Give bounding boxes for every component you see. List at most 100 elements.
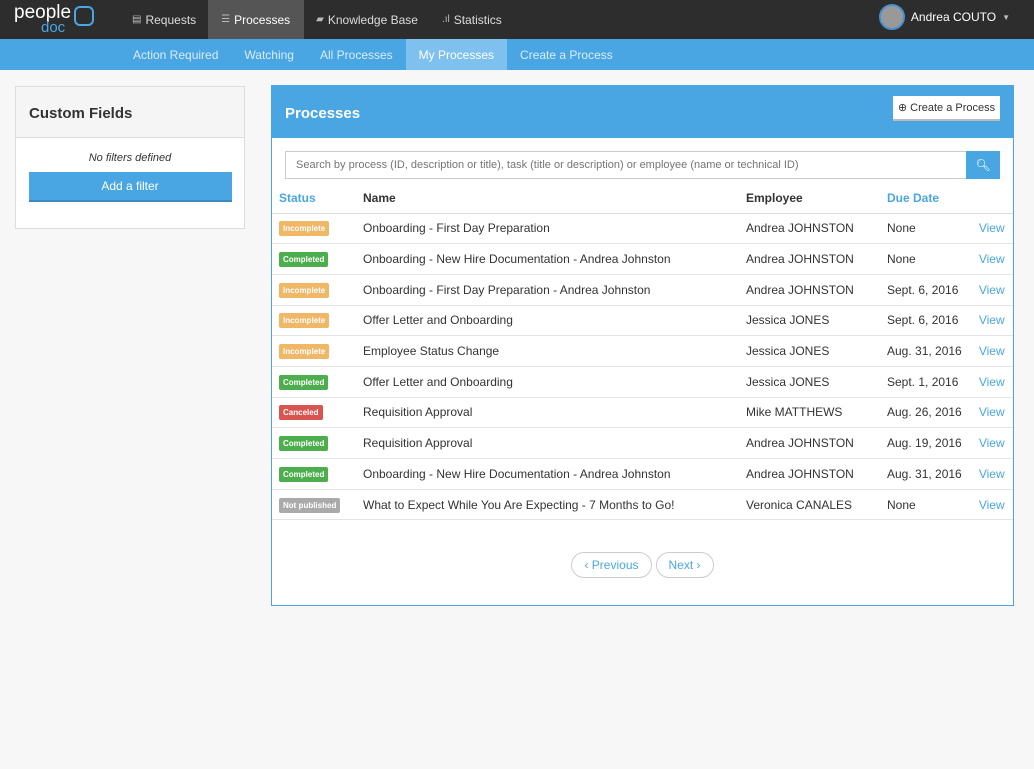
employee-name: Jessica JONES <box>739 366 880 398</box>
due-date: Aug. 26, 2016 <box>880 397 972 429</box>
due-date: Aug. 19, 2016 <box>880 427 972 459</box>
view-link[interactable]: View <box>978 344 1005 359</box>
processes-table: Status Name Employee Due Date Incomplete… <box>272 184 1013 521</box>
table-row: Completed Onboarding - New Hire Document… <box>272 458 1013 490</box>
view-link[interactable]: View <box>978 282 1005 297</box>
employee-name: Andrea JOHNSTON <box>739 243 880 275</box>
process-name: Onboarding - New Hire Documentation - An… <box>356 458 739 490</box>
plus-circle-icon: ⊕ <box>897 102 908 114</box>
process-name: Offer Letter and Onboarding <box>356 305 739 337</box>
view-link[interactable]: View <box>978 313 1005 328</box>
table-row: Not published What to Expect While You A… <box>272 489 1013 521</box>
status-badge: Completed <box>279 374 329 390</box>
subnav-create-a-process[interactable]: Create a Process <box>520 47 613 62</box>
employee-name: Andrea JOHNSTON <box>739 213 880 245</box>
inbox-icon: ▤ <box>132 14 142 25</box>
due-date: None <box>880 489 972 521</box>
avatar <box>878 4 905 30</box>
list-icon: ☰ <box>221 14 231 25</box>
employee-name: Andrea JOHNSTON <box>739 458 880 490</box>
view-link[interactable]: View <box>978 497 1005 512</box>
create-process-button[interactable]: ⊕ Create a Process <box>893 96 1000 119</box>
nav-statistics[interactable]: .ıl Statistics <box>441 12 502 27</box>
process-name: Onboarding - New Hire Documentation - An… <box>356 243 739 275</box>
column-due-date[interactable]: Due Date <box>880 184 972 214</box>
next-button[interactable]: Next › <box>655 552 714 578</box>
book-icon: ▰ <box>316 14 324 25</box>
nav-requests[interactable]: ▤ Requests <box>132 12 197 27</box>
employee-name: Jessica JONES <box>739 335 880 367</box>
table-row: Canceled Requisition Approval Mike MATTH… <box>272 397 1013 429</box>
table-row: Completed Offer Letter and Onboarding Je… <box>272 366 1013 398</box>
status-badge: Not published <box>279 497 341 513</box>
view-link[interactable]: View <box>978 436 1005 451</box>
due-date: Sept. 1, 2016 <box>880 366 972 398</box>
status-badge: Canceled <box>279 405 323 421</box>
due-date: Aug. 31, 2016 <box>880 458 972 490</box>
page-title: Processes <box>285 105 361 122</box>
table-row: Incomplete Onboarding - First Day Prepar… <box>272 274 1013 306</box>
employee-name: Jessica JONES <box>739 305 880 337</box>
search-icon: 🔍︎ <box>975 158 991 172</box>
due-date: None <box>880 213 972 245</box>
status-badge: Incomplete <box>279 344 330 360</box>
subnav-my-processes[interactable]: My Processes <box>405 39 508 70</box>
subnav-watching[interactable]: Watching <box>244 47 294 62</box>
employee-name: Veronica CANALES <box>739 489 880 521</box>
panel-header: Processes ⊕ Create a Process <box>272 86 1013 138</box>
due-date: Aug. 31, 2016 <box>880 335 972 367</box>
column-name: Name <box>356 184 739 214</box>
process-name: Requisition Approval <box>356 427 739 459</box>
process-name: Onboarding - First Day Preparation - And… <box>356 274 739 306</box>
peopledoc-logo[interactable]: people doc <box>0 0 120 39</box>
table-row: Incomplete Offer Letter and Onboarding J… <box>272 305 1013 337</box>
previous-button[interactable]: ‹ Previous <box>571 552 652 578</box>
no-filters-text: No filters defined <box>88 152 172 164</box>
due-date: None <box>880 243 972 275</box>
status-badge: Incomplete <box>279 282 330 298</box>
user-name: Andrea COUTO <box>910 10 997 24</box>
status-badge: Completed <box>279 436 329 452</box>
view-link[interactable]: View <box>978 466 1005 481</box>
table-row: Completed Onboarding - New Hire Document… <box>272 243 1013 275</box>
process-name: Employee Status Change <box>356 335 739 367</box>
due-date: Sept. 6, 2016 <box>880 305 972 337</box>
employee-name: Mike MATTHEWS <box>739 397 880 429</box>
employee-name: Andrea JOHNSTON <box>739 274 880 306</box>
process-name: What to Expect While You Are Expecting -… <box>356 489 739 521</box>
search-input[interactable] <box>285 151 966 179</box>
subnav-action-required[interactable]: Action Required <box>133 47 219 62</box>
view-link[interactable]: View <box>978 405 1005 420</box>
caret-down-icon: ▼ <box>1002 12 1010 22</box>
nav-processes[interactable]: ☰ Processes <box>208 0 305 39</box>
search-bar: 🔍︎ <box>285 151 1000 179</box>
table-row: Completed Requisition Approval Andrea JO… <box>272 427 1013 459</box>
column-employee: Employee <box>739 184 880 214</box>
custom-fields-panel: Custom Fields No filters defined Add a f… <box>15 86 245 229</box>
search-button[interactable]: 🔍︎ <box>966 151 1000 179</box>
processes-panel: Processes ⊕ Create a Process 🔍︎ Status N… <box>271 85 1014 606</box>
view-link[interactable]: View <box>978 252 1005 267</box>
employee-name: Andrea JOHNSTON <box>739 427 880 459</box>
nav-knowledge-base[interactable]: ▰ Knowledge Base <box>316 12 418 27</box>
due-date: Sept. 6, 2016 <box>880 274 972 306</box>
subnav-all-processes[interactable]: All Processes <box>319 47 393 62</box>
process-name: Requisition Approval <box>356 397 739 429</box>
process-name: Offer Letter and Onboarding <box>356 366 739 398</box>
view-link[interactable]: View <box>978 374 1005 389</box>
main-nav: ▤ Requests ☰ Processes ▰ Knowledge Base .ıl Sta… <box>120 0 514 39</box>
top-navbar: people doc ▤ Requests ☰ Processes ▰ Knowledge … <box>0 0 1034 39</box>
table-row: Incomplete Employee Status Change Jessic… <box>272 335 1013 367</box>
column-status[interactable]: Status <box>272 184 356 214</box>
add-filter-button[interactable]: Add a filter <box>28 172 232 200</box>
view-link[interactable]: View <box>978 221 1005 236</box>
user-menu[interactable]: Andrea COUTO ▼ <box>878 4 1010 30</box>
sub-nav: Action Required Watching All Processes My P… <box>0 39 1034 70</box>
process-name: Onboarding - First Day Preparation <box>356 213 739 245</box>
pagination: ‹ Previous Next › <box>272 552 1013 578</box>
bar-chart-icon: .ıl <box>441 14 450 25</box>
panel-title: Custom Fields <box>16 87 244 138</box>
table-row: Incomplete Onboarding - First Day Prepar… <box>272 213 1013 245</box>
status-badge: Incomplete <box>279 313 330 329</box>
status-badge: Incomplete <box>279 221 330 237</box>
